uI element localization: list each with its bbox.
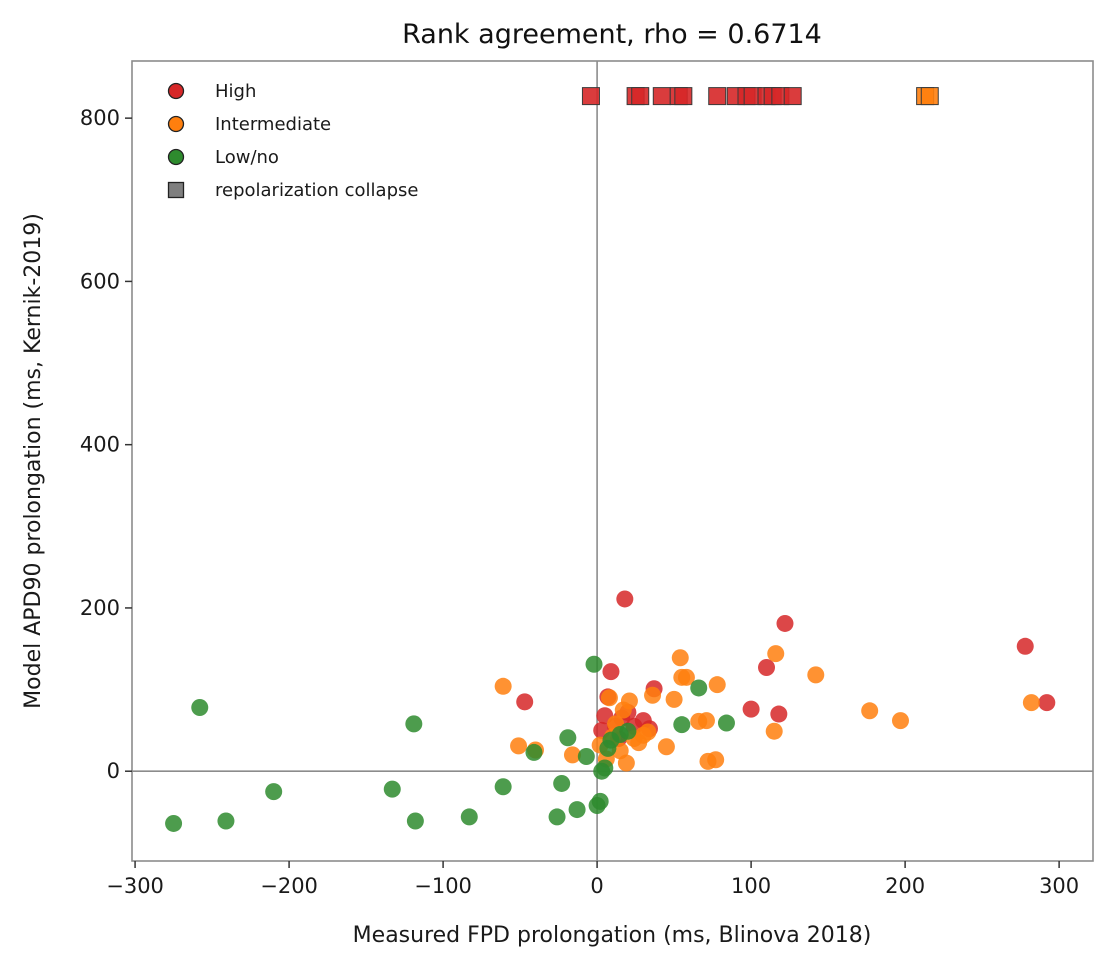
legend-label-high: High [215,81,256,102]
x-tick-label: −300 [106,874,164,898]
chart-title: Rank agreement, rho = 0.6714 [402,19,822,50]
point-low-no [591,792,609,810]
legend: High Intermediate Low/no repolarization col… [167,81,418,201]
point-low-no [619,722,637,740]
point-low-no [596,759,614,777]
point-intermediate [707,751,725,769]
x-tick-label: −100 [414,874,472,898]
point-intermediate [1022,694,1040,712]
point-intermediate [620,692,638,710]
x-axis-ticks: −300 −200 −100 0 100 200 300 [106,861,1079,898]
point-intermediate [708,676,726,694]
point-intermediate [494,677,512,695]
point-intermediate [563,746,581,764]
point-low-no [191,699,209,717]
point-low-no [460,808,478,826]
legend-label-repolarization-collapse: repolarization collapse [215,180,418,201]
point-intermediate [677,668,695,686]
legend-marker-low-no [167,148,185,166]
point-intermediate [697,712,715,730]
point-low-no [548,808,566,826]
plot-frame [131,60,1094,862]
data-markers [165,87,1056,832]
point-intermediate [510,737,528,755]
point-repolarization-collapse-high [708,87,727,106]
point-low-no [406,812,424,830]
point-low-no [568,801,586,819]
point-high [758,659,776,677]
y-tick-label: 800 [80,106,120,130]
y-tick-label: 200 [80,596,120,620]
point-high [776,614,794,632]
legend-label-low-no: Low/no [215,147,279,168]
point-intermediate [617,754,635,772]
point-repolarization-collapse-high [652,87,671,106]
point-repolarization-collapse-high [783,87,802,106]
point-low-no [559,729,577,747]
point-high [602,663,620,681]
point-low-no [165,814,183,832]
point-repolarization-collapse-high [631,87,650,106]
point-intermediate [671,649,689,667]
point-repolarization-collapse-high [674,87,693,106]
point-low-no [585,655,603,673]
point-low-no [553,774,571,792]
y-tick-label: 400 [80,433,120,457]
x-tick-label: 0 [590,874,603,898]
point-intermediate [807,666,825,684]
x-tick-label: 200 [885,874,925,898]
legend-marker-repolarization-collapse [167,181,185,199]
point-low-no [525,743,543,761]
y-tick-label: 600 [80,269,120,293]
point-low-no [405,715,423,733]
point-low-no [265,783,283,801]
point-high [742,700,760,718]
legend-marker-high [167,82,185,100]
y-axis-label: Model APD90 prolongation (ms, Kernik-201… [21,213,46,709]
legend-label-intermediate: Intermediate [215,114,331,135]
x-tick-label: 100 [731,874,771,898]
point-intermediate [644,686,662,704]
point-high [770,705,788,723]
point-intermediate [657,738,675,756]
x-tick-label: 300 [1039,874,1079,898]
point-intermediate [767,645,785,663]
point-low-no [577,748,595,766]
point-intermediate [639,723,657,741]
point-intermediate [861,702,879,720]
point-high [516,693,534,711]
y-tick-label: 0 [107,759,120,783]
point-repolarization-collapse-intermediate [920,87,939,106]
point-low-no [717,714,735,732]
point-repolarization-collapse-high [581,87,600,106]
point-high [1016,637,1034,655]
point-low-no [673,716,691,734]
point-intermediate [600,689,618,707]
point-intermediate [891,712,909,730]
point-low-no [217,812,235,830]
point-intermediate [765,722,783,740]
point-intermediate [665,690,683,708]
legend-marker-intermediate [167,115,185,133]
point-high [1038,694,1056,712]
x-axis-label: Measured FPD prolongation (ms, Blinova 2… [353,923,872,948]
point-low-no [690,679,708,697]
y-axis-ticks: 0 200 400 600 800 [80,106,132,783]
point-high [616,590,634,608]
point-low-no [494,778,512,796]
point-low-no [383,780,401,798]
x-tick-label: −200 [260,874,318,898]
